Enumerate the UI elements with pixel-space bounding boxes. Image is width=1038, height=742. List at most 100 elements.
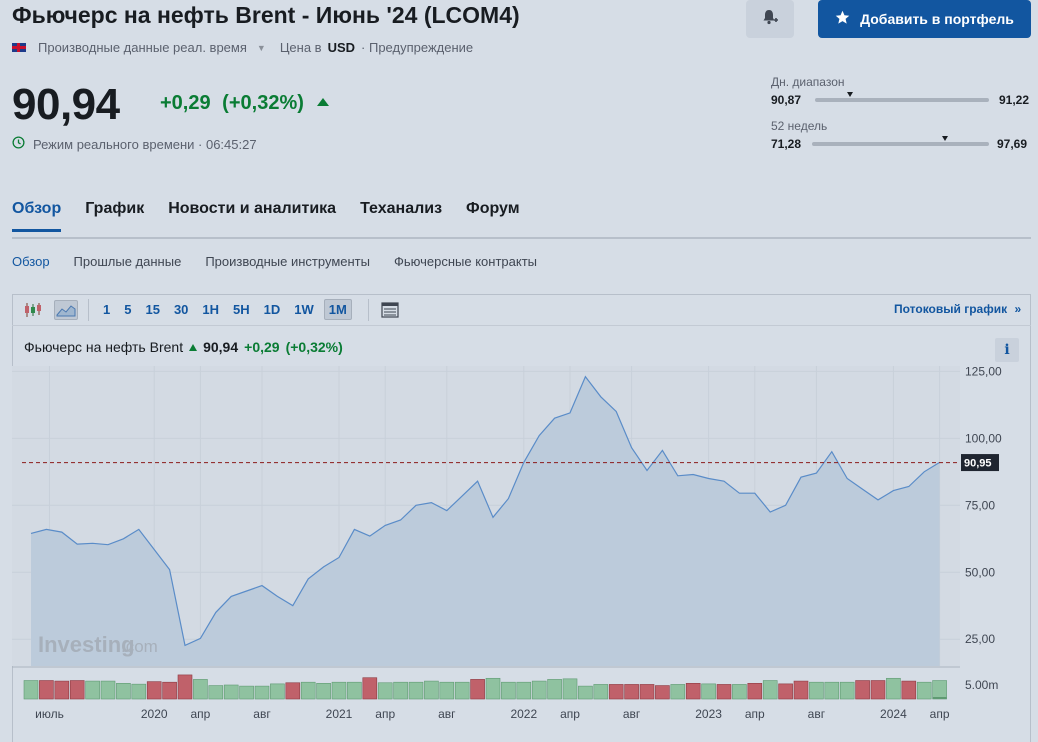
volume-bar [193,679,208,700]
volume-bar [146,681,162,700]
timeframe-1w-button[interactable]: 1W [294,302,314,317]
bell-plus-icon [761,8,779,31]
change-value: +0,29 [160,92,211,114]
tab-overview[interactable]: Обзор [12,200,62,232]
candlestick-icon[interactable] [22,300,44,320]
volume-bar [485,677,501,700]
volume-bar [239,685,254,700]
week52-range-high: 97,69 [997,137,1028,151]
tab-chart[interactable]: График [85,200,145,217]
volume-bar [809,681,824,700]
data-source[interactable]: Производные данные реал. время [38,40,247,55]
tab-forum[interactable]: Форум [466,200,520,217]
tab-news[interactable]: Новости и аналитика [168,200,337,217]
timeframe-30-button[interactable]: 30 [173,302,189,317]
x-tick-label: апр [930,707,950,721]
volume-bar [223,684,239,700]
volume-bar [608,684,624,700]
main-tabs: Обзор График Новости и аналитика Теханал… [12,200,520,232]
area-chart-icon[interactable] [54,299,78,320]
day-range-bar [815,98,989,102]
volume-bar [855,680,870,700]
alert-button[interactable] [746,0,794,38]
subtab-historical[interactable]: Прошлые данные [73,254,182,269]
volume-bar [254,685,270,700]
volume-bar [393,681,408,700]
streaming-chart-link[interactable]: Потоковый график » [894,302,1021,316]
change-percent: (+0,32%) [222,92,304,114]
volume-bar [747,683,763,700]
toolbar-divider [367,298,369,321]
chevron-down-icon[interactable]: ▼ [256,42,266,53]
sub-tabs: Обзор Прошлые данные Производные инструм… [12,254,537,269]
subtab-overview[interactable]: Обзор [12,254,50,269]
disclaimer-link[interactable]: · Предупреждение [361,40,474,55]
volume-bar [116,683,131,700]
volume-bar [593,684,609,700]
timeframe-5h-button[interactable]: 5H [233,302,250,317]
x-tick-label: 2022 [510,707,537,721]
volume-bar [655,685,670,700]
volume-bar [886,677,901,700]
price-line [30,375,940,647]
instrument-meta: Производные данные реал. время ▼ Цена в … [12,40,473,55]
y-tick-label: 50,00 [965,565,995,579]
volume-bar [316,683,331,700]
subtab-futures-contracts[interactable]: Фьючерсные контракты [393,254,537,269]
volume-bar [762,680,778,700]
volume-bar [901,680,917,700]
tab-technical[interactable]: Теханализ [360,200,443,217]
volume-bar [347,681,362,700]
day-range-low: 90,87 [771,93,802,107]
volume-bar [377,682,393,700]
volume-bar [685,683,701,700]
x-tick-label: июль [35,707,64,721]
table-view-icon[interactable] [379,300,401,320]
x-tick-label: 2024 [880,707,907,721]
timeframe-1d-button[interactable]: 1D [263,302,281,317]
add-to-portfolio-button[interactable]: Добавить в портфель [818,0,1031,38]
timeframe-1-button[interactable]: 1 [103,302,111,317]
week52-range-marker [941,136,948,141]
week52-range-label: 52 недель [771,119,828,133]
volume-bar [85,680,100,700]
currency-prefix: Цена в [279,40,322,55]
volume-bar [69,680,85,700]
arrow-up-icon [189,343,198,351]
x-tick-label: авг [808,707,826,721]
volume-bar [578,685,593,700]
volume-bar [162,681,177,700]
timeframe-1h-button[interactable]: 1H [202,302,220,317]
arrow-up-icon [317,98,330,106]
x-tick-label: авг [253,707,271,721]
x-tick-label: апр [375,707,395,721]
week52-range-bar [812,142,989,146]
timeframe-15-button[interactable]: 15 [145,302,160,317]
day-range-marker [846,92,853,97]
streaming-chart-label: Потоковый график [894,302,1008,316]
currency: USD [327,40,356,55]
current-price-tag: 90,95 [961,454,999,472]
volume-bar [732,684,747,700]
volume-bar [501,681,516,700]
volume-bar [300,681,316,700]
timeframe-1m-button[interactable]: 1M [323,299,352,320]
volume-bar [424,680,439,700]
watermark-brand: Investing [38,632,135,657]
day-range-label: Дн. диапазон [771,75,845,89]
chart-change: +0,29 [244,339,280,355]
chart-price: 90,94 [203,339,239,355]
volume-label: 5.00m [965,678,998,692]
subtab-derivatives[interactable]: Производные инструменты [205,254,370,269]
timeframe-5-button[interactable]: 5 [124,302,132,317]
info-button[interactable]: i [995,338,1019,362]
day-range-high: 91,22 [999,93,1030,107]
volume-bar [54,680,70,700]
volume-bar [23,680,39,700]
volume-bar [624,684,639,700]
volume-bar [932,680,947,700]
volume-bar [285,682,301,700]
y-tick-label: 100,00 [965,431,1002,445]
volume-bar [716,684,732,700]
